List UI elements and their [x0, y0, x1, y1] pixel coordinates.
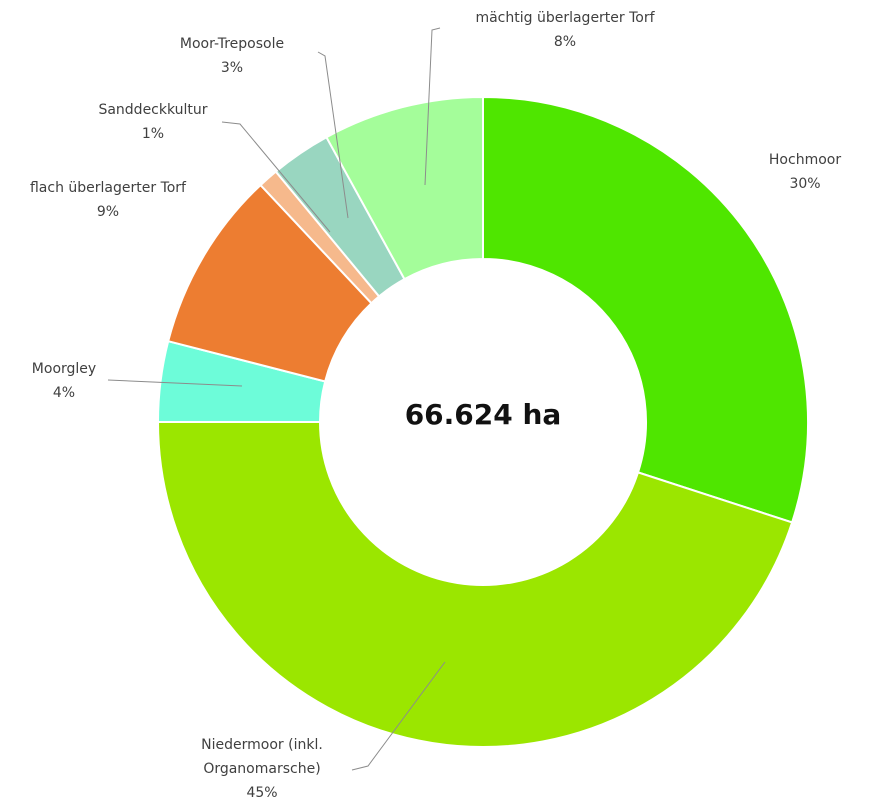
- slice-label: Niedermoor (inkl. Organomarsche): [201, 737, 323, 777]
- donut-slice: [156, 421, 794, 748]
- leader-line: [221, 121, 331, 233]
- slice-label: Sanddeckkultur: [98, 102, 208, 118]
- slice-value: 30%: [789, 176, 821, 192]
- slice-value: 9%: [96, 204, 120, 220]
- slice-label: Moorgley: [31, 361, 97, 377]
- leader-line: [351, 661, 446, 771]
- slice-label: flach überlagerter Torf: [29, 180, 186, 196]
- slice-label: Moor-Treposole: [179, 36, 285, 52]
- donut-slice: [482, 95, 809, 524]
- donut-slice: [325, 95, 484, 281]
- slice-value: 3%: [220, 60, 244, 76]
- slice-value: 45%: [246, 785, 278, 801]
- slice-value: 8%: [553, 34, 577, 50]
- slice-label: mächtig überlagerter Torf: [475, 10, 655, 26]
- slice-label: Hochmoor: [768, 152, 842, 168]
- slice-value: 4%: [52, 385, 76, 401]
- center-label: 66.624 ha: [404, 398, 562, 431]
- leader-line: [424, 27, 441, 186]
- leader-line: [317, 51, 349, 219]
- leader-line: [107, 379, 243, 387]
- slice-value: 1%: [141, 126, 165, 142]
